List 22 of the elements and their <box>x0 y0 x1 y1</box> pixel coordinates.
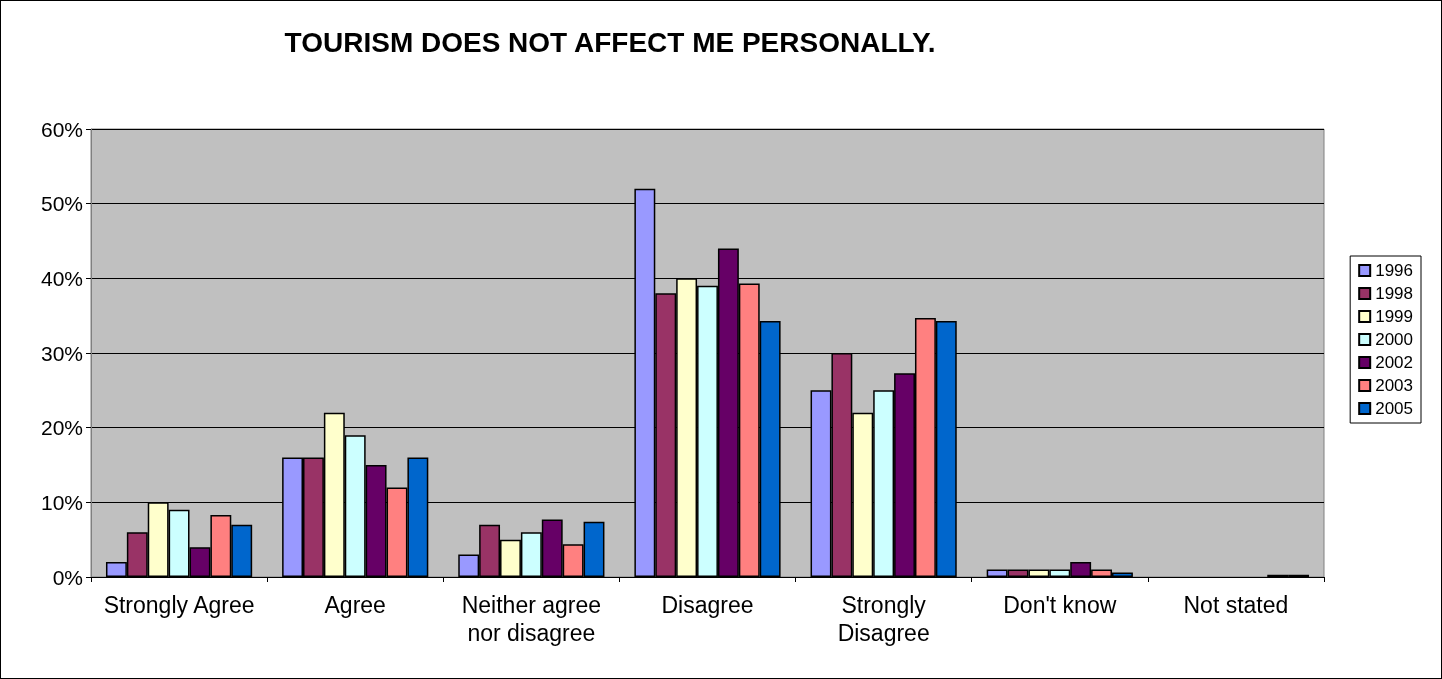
chart-title: TOURISM DOES NOT AFFECT ME PERSONALLY. <box>284 26 936 58</box>
x-tick-label: Strongly Agree <box>103 592 255 618</box>
legend-label: 1999 <box>1375 307 1414 326</box>
y-tick-label: 40% <box>40 266 83 290</box>
x-tick-label: Agree <box>324 592 386 618</box>
y-tick-label: 60% <box>40 117 83 141</box>
x-tick-label: Don't know <box>1003 592 1117 618</box>
legend-label: 1998 <box>1375 284 1414 303</box>
legend-label: 2005 <box>1375 399 1414 418</box>
y-tick-label: 50% <box>40 192 83 216</box>
y-tick-label: 30% <box>40 341 83 365</box>
legend-label: 2003 <box>1375 376 1414 395</box>
x-tick-label: Not stated <box>1183 592 1289 618</box>
x-tick-label: Strongly Disagree <box>837 592 930 646</box>
y-tick-label: 20% <box>40 416 83 440</box>
legend-label: 2000 <box>1375 330 1414 349</box>
legend-label: 2002 <box>1375 353 1414 372</box>
y-tick-label: 0% <box>52 565 83 589</box>
x-tick-label: Neither agree nor disagree <box>461 592 602 646</box>
y-tick-label: 10% <box>40 490 83 514</box>
legend-label: 1996 <box>1375 261 1414 280</box>
x-tick-label: Disagree <box>661 592 754 618</box>
